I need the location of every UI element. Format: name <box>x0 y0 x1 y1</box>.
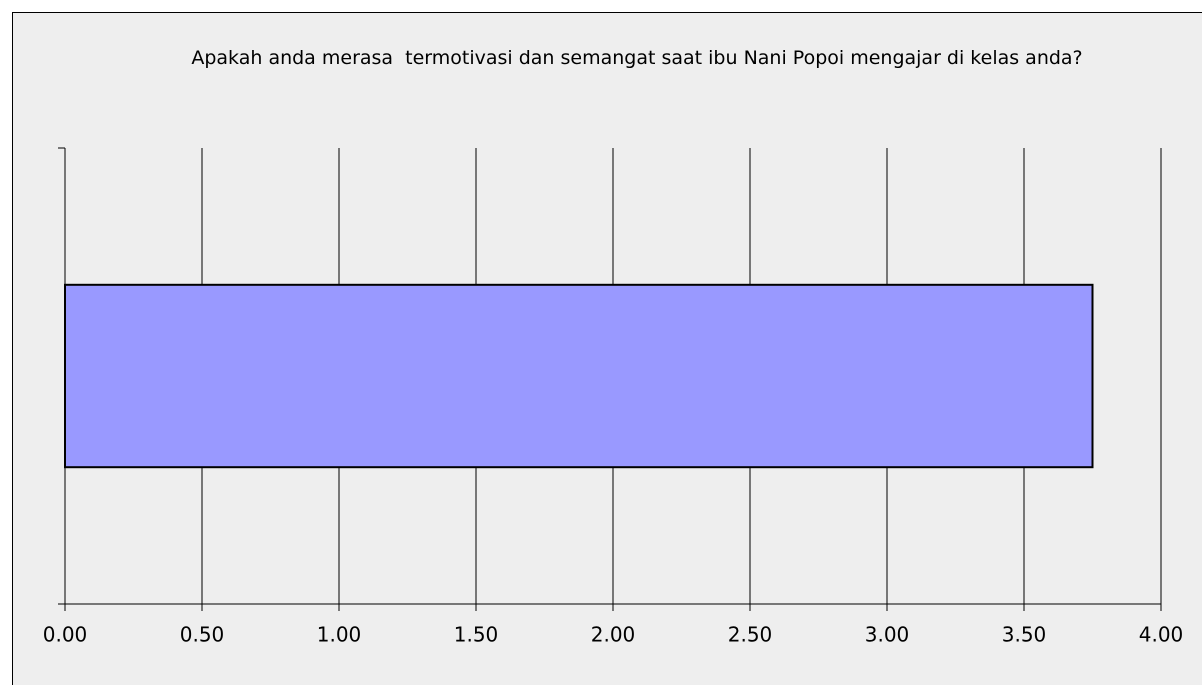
x-tick-label: 0.00 <box>43 623 88 647</box>
x-tick-label: 3.00 <box>865 623 910 647</box>
x-tick-label: 4.00 <box>1139 623 1184 647</box>
x-tick-label: 0.50 <box>180 623 225 647</box>
x-tick-label: 1.00 <box>317 623 362 647</box>
x-tick-label: 1.50 <box>454 623 499 647</box>
x-tick-label: 2.50 <box>728 623 773 647</box>
chart-title: Apakah anda merasa termotivasi dan seman… <box>191 47 1083 69</box>
x-tick-label: 2.00 <box>591 623 636 647</box>
x-tick-label: 3.50 <box>1002 623 1047 647</box>
bar <box>64 283 1094 469</box>
